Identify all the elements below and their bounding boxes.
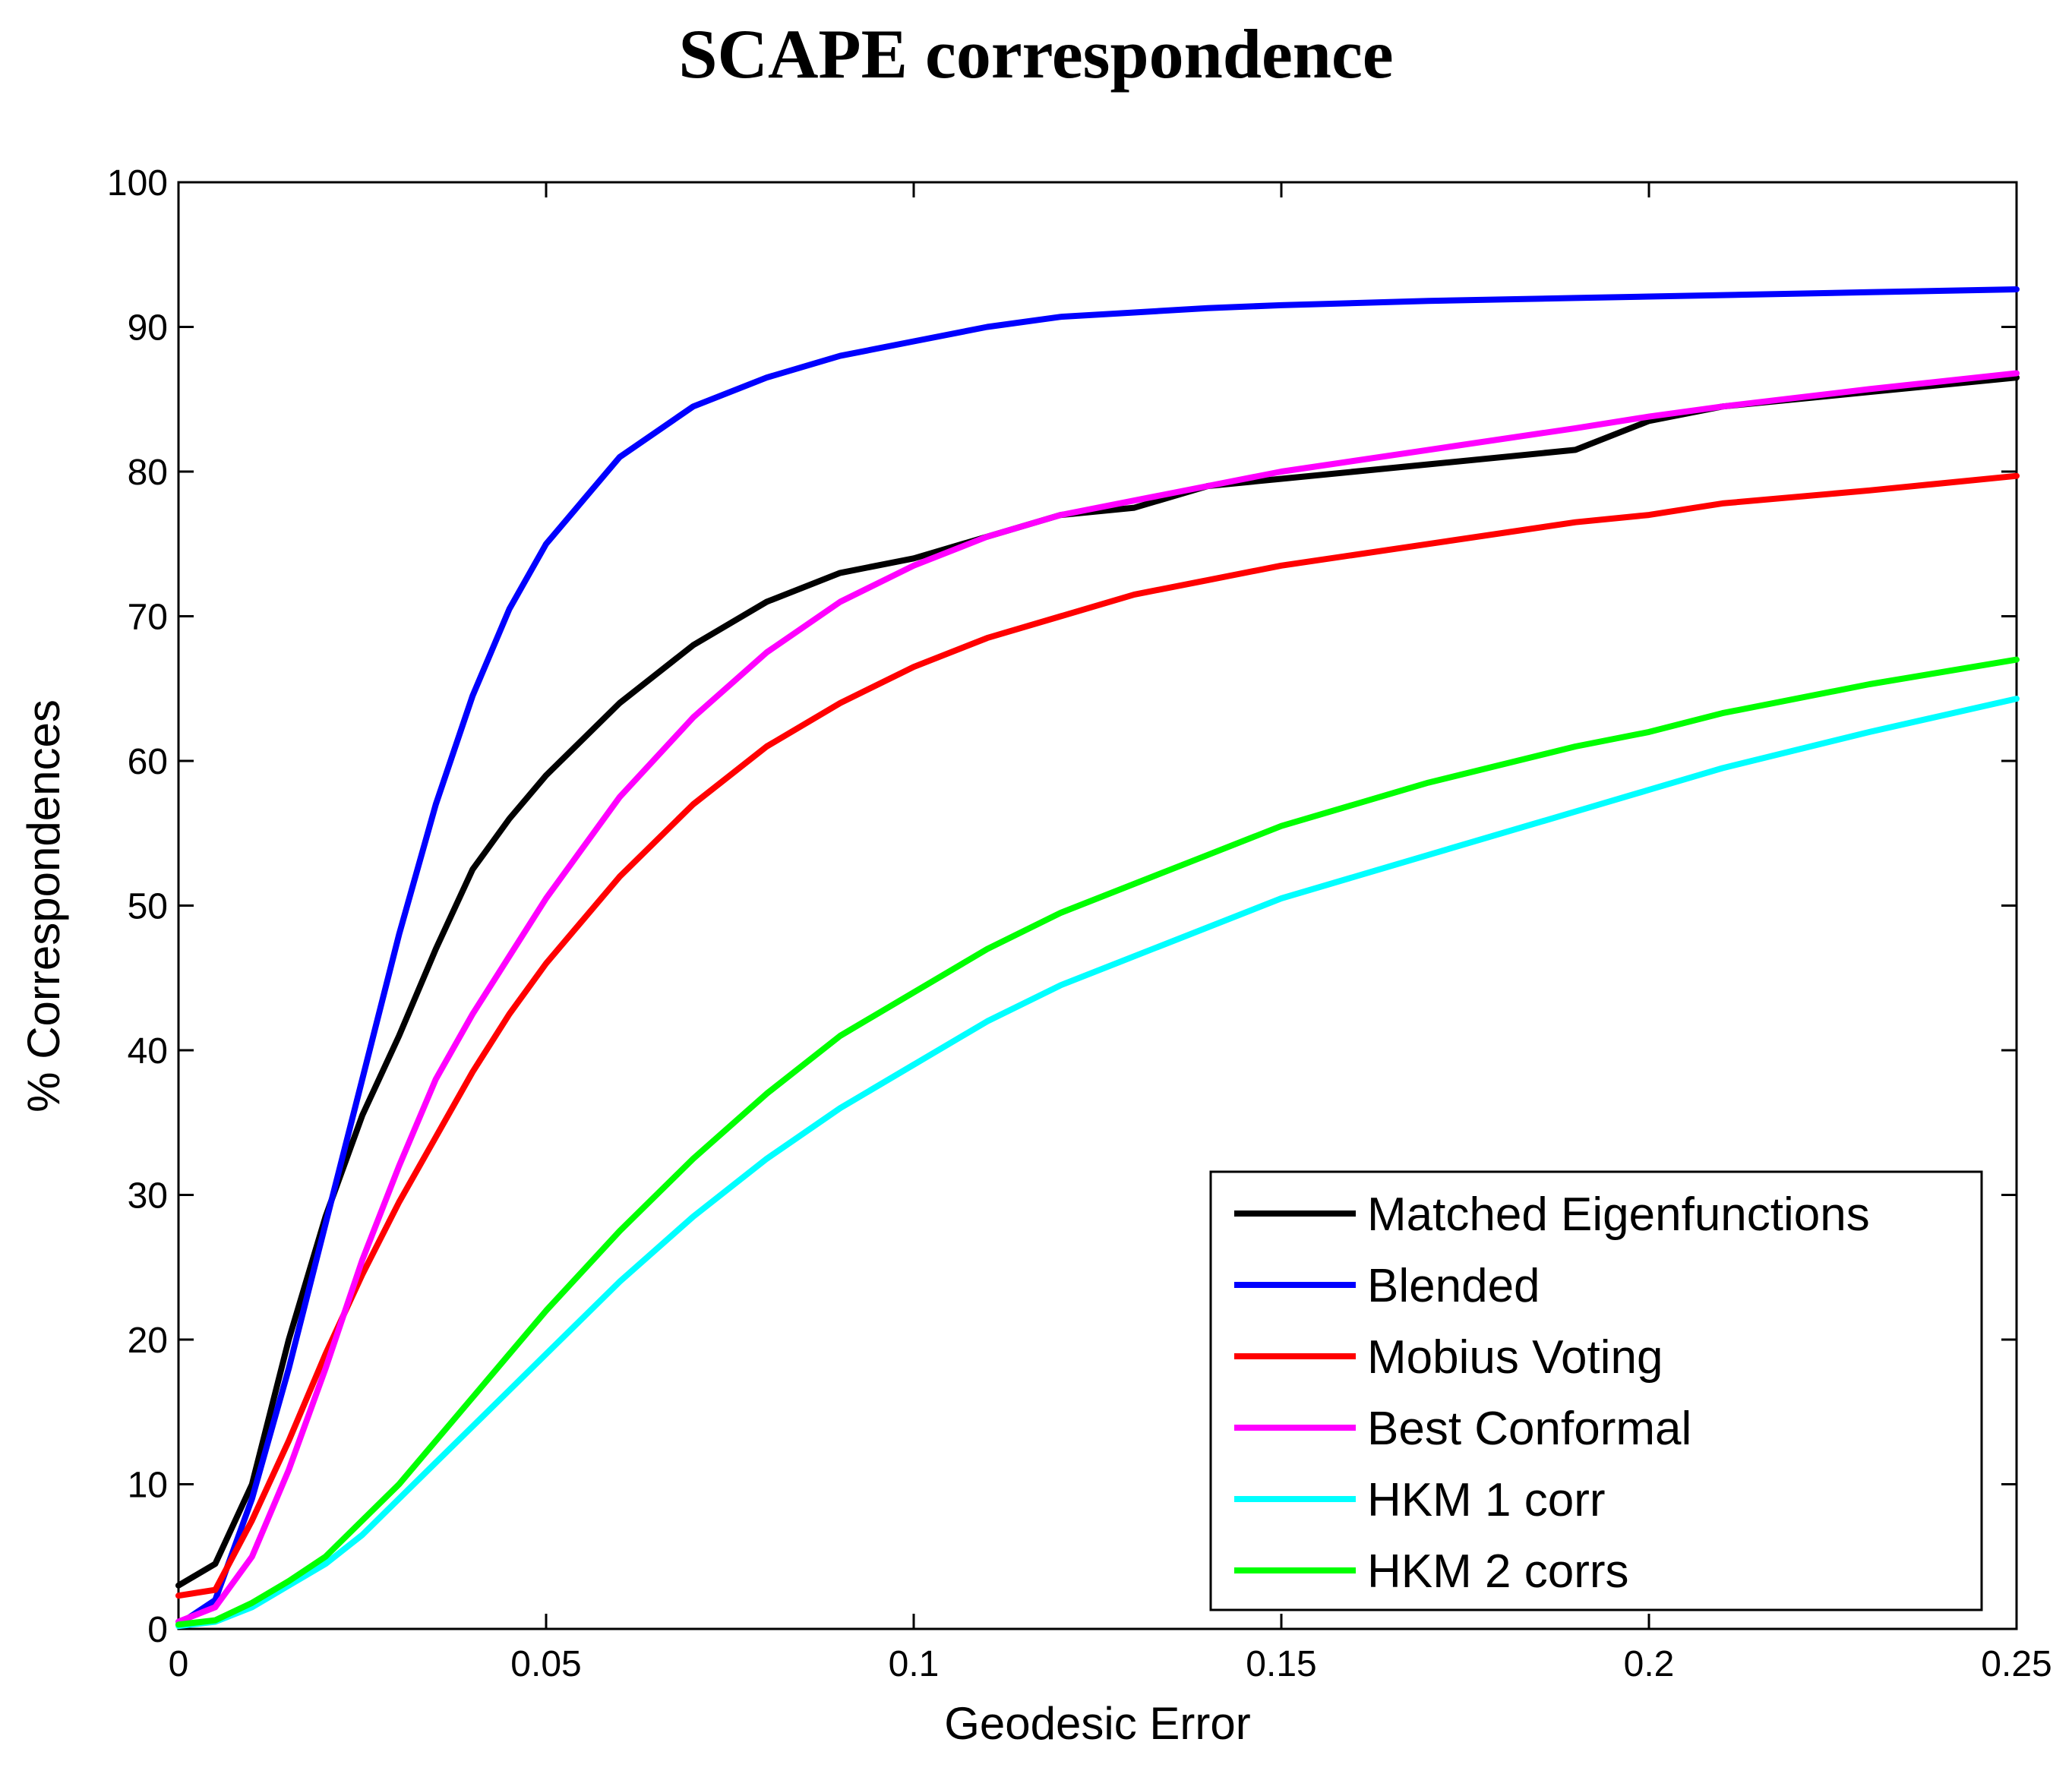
y-axis-label: % Correspondences xyxy=(18,699,69,1113)
x-tick-label: 0.1 xyxy=(889,1644,940,1684)
y-tick-label: 80 xyxy=(128,453,168,493)
legend-label: HKM 1 corr xyxy=(1367,1474,1605,1526)
legend-label: Mobius Voting xyxy=(1367,1331,1663,1384)
x-tick-label: 0.25 xyxy=(1981,1644,2051,1684)
y-tick-label: 40 xyxy=(128,1031,168,1072)
legend-label: HKM 2 corrs xyxy=(1367,1545,1628,1598)
legend-box xyxy=(1209,1170,1983,1611)
chart-title: SCAPE correspondence xyxy=(678,15,1394,93)
x-axis-label: Geodesic Error xyxy=(944,1698,1250,1749)
y-tick-label: 90 xyxy=(128,308,168,349)
legend: Matched Eigenfunctions Blended Mobius Voti… xyxy=(1209,1170,1983,1611)
x-axis: 0 0.05 0.1 0.15 0.2 0.25 xyxy=(169,182,2052,1684)
legend-label: Matched Eigenfunctions xyxy=(1367,1188,1870,1241)
x-tick-label: 0.2 xyxy=(1624,1644,1675,1684)
x-tick-label: 0.15 xyxy=(1246,1644,1316,1684)
y-tick-label: 60 xyxy=(128,742,168,782)
legend-label: Blended xyxy=(1367,1260,1540,1312)
y-tick-label: 100 xyxy=(107,163,168,204)
legend-label: Best Conformal xyxy=(1367,1403,1691,1455)
series-line-blended xyxy=(175,286,2020,1628)
series-line-best-conformal xyxy=(175,370,2020,1625)
y-tick-label: 10 xyxy=(128,1466,168,1506)
y-axis: 0 10 20 30 40 50 60 70 80 90 100 xyxy=(107,163,2017,1650)
x-tick-label: 0.05 xyxy=(510,1644,581,1684)
x-tick-label: 0 xyxy=(169,1644,189,1684)
y-tick-label: 30 xyxy=(128,1176,168,1217)
y-tick-label: 50 xyxy=(128,887,168,927)
y-tick-label: 70 xyxy=(128,598,168,638)
y-tick-label: 0 xyxy=(147,1610,168,1650)
y-tick-label: 20 xyxy=(128,1321,168,1361)
series-line-hkm-1-corr xyxy=(175,696,2020,1630)
series-layer xyxy=(175,286,2020,1630)
series-line-hkm-2-corrs xyxy=(175,656,2020,1628)
